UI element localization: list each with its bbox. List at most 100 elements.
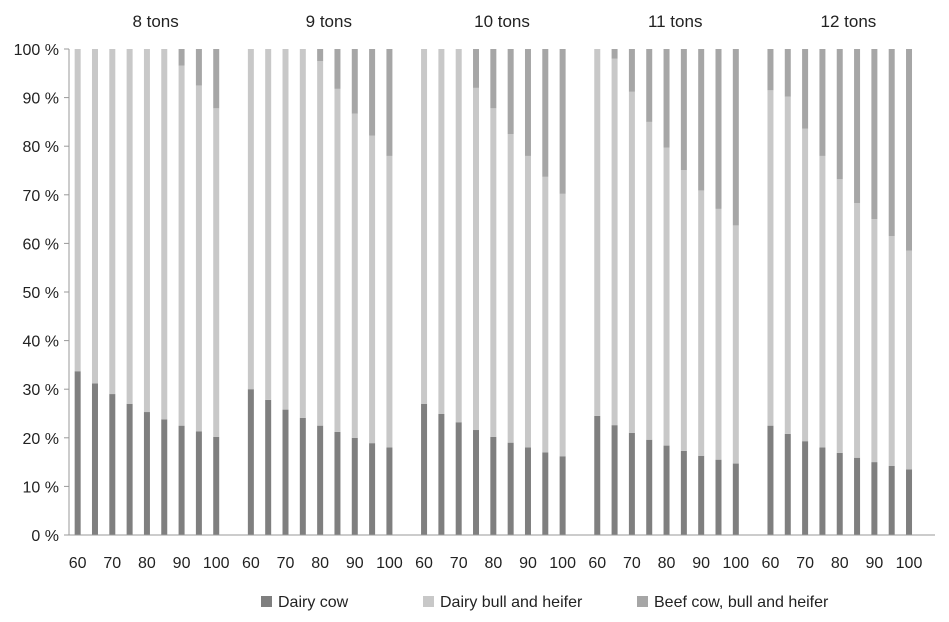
y-tick-label: 60 % xyxy=(23,236,59,253)
bar-segment xyxy=(386,49,393,156)
bar-segment xyxy=(91,49,98,384)
bar-segment xyxy=(854,49,861,204)
group-title: 9 tons xyxy=(306,12,352,31)
bar-segment xyxy=(524,49,531,156)
bar-segment xyxy=(126,403,133,535)
bar-segment xyxy=(507,134,514,443)
x-tick-label: 90 xyxy=(692,555,710,572)
group-title: 10 tons xyxy=(474,12,530,31)
bar-segment xyxy=(628,432,635,535)
bar-segment xyxy=(247,389,254,535)
bar-segment xyxy=(282,409,289,535)
bar-segment xyxy=(438,49,445,414)
bar-segment xyxy=(369,443,376,535)
bar-segment xyxy=(854,203,861,458)
bar-segment xyxy=(906,49,913,251)
bar-segment xyxy=(559,456,566,535)
bar-segment xyxy=(317,425,324,535)
x-tick-label: 100 xyxy=(722,555,749,572)
bar-segment xyxy=(906,469,913,535)
bar-segment xyxy=(646,439,653,535)
x-tick-label: 80 xyxy=(138,555,156,572)
x-tick-label: 60 xyxy=(588,555,606,572)
bar-segment xyxy=(317,61,324,426)
y-tick-label: 0 % xyxy=(31,528,59,545)
bar-segment xyxy=(819,447,826,535)
bar-segment xyxy=(195,49,202,86)
bar-segment xyxy=(663,49,670,148)
bar-segment xyxy=(802,441,809,535)
bar-segment xyxy=(836,452,843,535)
bar-segment xyxy=(247,49,254,390)
y-tick-label: 100 % xyxy=(14,42,59,59)
bar-segment xyxy=(680,450,687,535)
x-tick-label: 80 xyxy=(484,555,502,572)
bar-segment xyxy=(715,459,722,535)
bar-segment xyxy=(542,176,549,453)
bars xyxy=(74,49,913,535)
bar-segment xyxy=(507,442,514,535)
x-tick-label: 60 xyxy=(69,555,87,572)
bar-segment xyxy=(74,49,81,372)
y-tick-label: 90 % xyxy=(23,91,59,108)
bar-segment xyxy=(524,155,531,448)
bar-segment xyxy=(611,425,618,535)
x-tick-label: 90 xyxy=(173,555,191,572)
bar-segment xyxy=(299,417,306,535)
bar-segment xyxy=(888,465,895,535)
bar-segment xyxy=(351,437,358,535)
bar-segment xyxy=(473,87,480,431)
bar-segment xyxy=(473,49,480,88)
bar-segment xyxy=(438,413,445,535)
bar-segment xyxy=(732,463,739,535)
bar-segment xyxy=(628,49,635,92)
x-tick-label: 70 xyxy=(103,555,121,572)
bar-segment xyxy=(680,49,687,171)
bar-segment xyxy=(646,49,653,122)
bar-segment xyxy=(195,431,202,535)
bar-segment xyxy=(213,436,220,535)
bar-segment xyxy=(559,193,566,457)
bar-segment xyxy=(421,403,428,535)
legend-label: Dairy cow xyxy=(278,594,349,611)
bar-segment xyxy=(663,445,670,535)
x-tick-label: 100 xyxy=(203,555,230,572)
bar-segment xyxy=(888,49,895,237)
group-title: 11 tons xyxy=(648,12,703,31)
bar-segment xyxy=(213,49,220,109)
x-tick-label: 60 xyxy=(242,555,260,572)
bar-segment xyxy=(161,419,168,535)
bar-segment xyxy=(628,91,635,433)
bar-segment xyxy=(524,447,531,535)
bar-segment xyxy=(334,431,341,535)
bar-segment xyxy=(542,49,549,177)
bar-segment xyxy=(213,108,220,437)
bar-segment xyxy=(802,128,809,442)
bar-segment xyxy=(369,49,376,136)
y-tick-label: 20 % xyxy=(23,431,59,448)
bar-segment xyxy=(178,49,185,66)
bar-segment xyxy=(819,49,826,156)
x-axis: 60 70 80 90 100 60 70 80 90 100 60 70 80 90 100 60 70 80 9… xyxy=(69,534,935,572)
bar-segment xyxy=(715,49,722,209)
group-titles: 8 tons 9 tons 10 tons 11 tons 12 tons xyxy=(132,12,876,31)
bar-segment xyxy=(784,433,791,535)
bar-segment xyxy=(871,462,878,535)
bar-segment xyxy=(594,49,601,416)
bar-segment xyxy=(559,49,566,194)
x-tick-label: 60 xyxy=(415,555,433,572)
bar-segment xyxy=(386,155,393,448)
bar-segment xyxy=(507,49,514,135)
bar-segment xyxy=(594,415,601,535)
bar-segment xyxy=(611,58,618,426)
bar-segment xyxy=(351,113,358,438)
y-axis: 0 % 10 % 20 % 30 % 40 % 50 % 60 % 70 % 80 % 90 % 1… xyxy=(14,42,70,545)
bar-segment xyxy=(143,49,150,413)
y-tick-label: 40 % xyxy=(23,334,59,351)
bar-segment xyxy=(282,49,289,410)
x-tick-label: 80 xyxy=(831,555,849,572)
bar-segment xyxy=(455,422,462,535)
bar-segment xyxy=(265,49,272,400)
bar-segment xyxy=(91,383,98,535)
